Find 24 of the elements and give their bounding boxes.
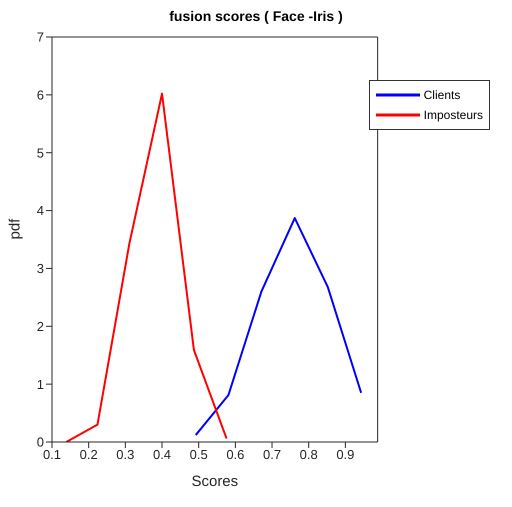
legend-label: Clients bbox=[424, 88, 460, 102]
x-tick-label: 0.1 bbox=[42, 447, 62, 462]
y-tick-label: 6 bbox=[36, 87, 44, 102]
y-tick-label: 7 bbox=[36, 30, 44, 45]
x-tick-label: 0.2 bbox=[80, 447, 98, 462]
y-tick-label: 0 bbox=[36, 434, 44, 450]
x-tick-label: 0.8 bbox=[300, 447, 318, 462]
line-series bbox=[65, 92, 228, 442]
x-tick-label: 0.6 bbox=[226, 447, 244, 462]
y-tick-label: 5 bbox=[36, 145, 44, 160]
y-tick-label: 2 bbox=[36, 318, 44, 334]
chart-title: fusion scores ( Face -Iris ) bbox=[168, 8, 344, 26]
y-tick-label: 1 bbox=[36, 376, 44, 392]
line-series bbox=[194, 217, 362, 436]
x-axis-title: Scores bbox=[191, 473, 238, 490]
x-tick-label: 0.4 bbox=[152, 447, 172, 462]
y-tick-label: 3 bbox=[36, 261, 44, 276]
x-tick-label: 0.9 bbox=[336, 447, 354, 462]
x-tick-label: 0.3 bbox=[116, 447, 134, 462]
y-tick-label: 4 bbox=[36, 203, 44, 218]
legend-label: Imposteurs bbox=[424, 108, 483, 122]
y-axis-title: pdf bbox=[6, 218, 24, 240]
x-tick-label: 0.5 bbox=[190, 447, 208, 462]
x-tick-label: 0.7 bbox=[262, 447, 282, 462]
